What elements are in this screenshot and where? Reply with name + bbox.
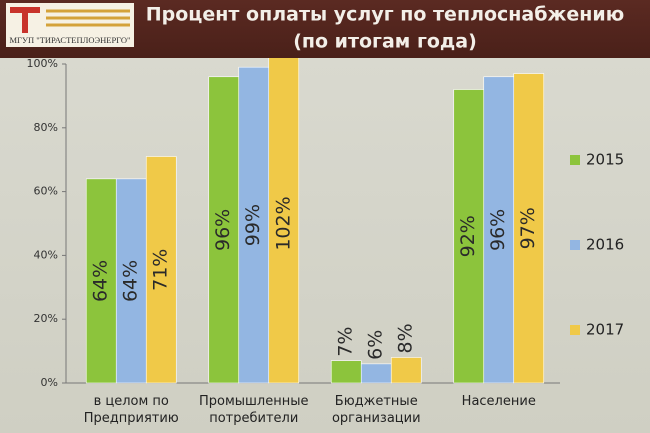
bar — [208, 76, 240, 384]
logo-mark — [10, 7, 130, 33]
value-label: 96% — [487, 209, 509, 251]
value-label: 92% — [457, 215, 479, 257]
value-label: 8% — [395, 323, 417, 353]
bar — [85, 178, 117, 384]
chart-title: Процент оплаты услуг по теплоснабжению — [146, 4, 624, 26]
legend-swatch — [570, 240, 580, 250]
legend-swatch — [570, 325, 580, 335]
bar — [513, 73, 545, 384]
x-tick-label: Промышленные потребители — [198, 394, 309, 426]
legend-label: 2017 — [586, 321, 624, 339]
bar — [145, 156, 177, 384]
bar — [483, 76, 515, 384]
value-label: 6% — [365, 330, 387, 360]
legend-swatch — [570, 155, 580, 165]
value-label: 97% — [517, 207, 539, 249]
y-tick-label: 80% — [34, 121, 58, 134]
x-tick-label: в целом по Предприятию — [83, 394, 179, 426]
bar — [453, 89, 485, 384]
bar — [390, 357, 422, 384]
y-tick-label: 60% — [34, 185, 58, 198]
legend-label: 2015 — [586, 151, 624, 169]
value-labels: 64% 64% 71% 96% 99% 102% 7% 6% 8% 92% 96% 97% — [90, 196, 540, 360]
x-tick-label: Бюджетные организации — [331, 394, 421, 426]
logo: МГУП "ТИРАСТЕПЛОЭНЕРГО" — [6, 3, 134, 47]
chart-subtitle: (по итогам года) — [293, 31, 477, 53]
value-label: 96% — [212, 209, 234, 251]
value-label: 102% — [272, 196, 294, 250]
logo-text: МГУП "ТИРАСТЕПЛОЭНЕРГО" — [9, 35, 131, 45]
value-label: 99% — [242, 204, 264, 246]
bar — [268, 58, 300, 384]
y-tick-label: 100% — [27, 57, 58, 70]
value-label: 71% — [150, 249, 172, 291]
plot-area — [85, 58, 545, 384]
bar — [330, 360, 362, 384]
bar — [360, 363, 392, 384]
value-label: 64% — [120, 260, 142, 302]
y-tick-label: 20% — [34, 312, 58, 325]
legend-label: 2016 — [586, 236, 624, 254]
x-tick-label: Население — [461, 394, 536, 409]
y-tick-label: 0% — [41, 376, 58, 389]
y-tick-label: 40% — [34, 248, 58, 261]
value-label: 7% — [335, 327, 357, 357]
bar — [238, 66, 270, 384]
value-label: 64% — [90, 260, 112, 302]
